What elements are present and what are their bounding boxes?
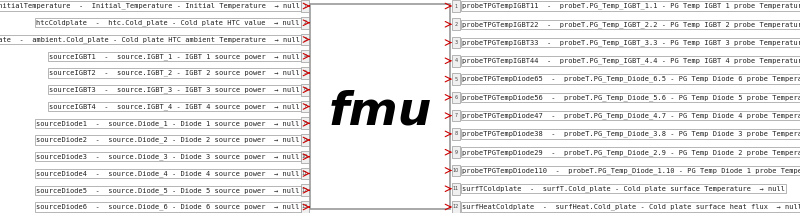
Bar	[452, 146, 460, 158]
Text: sourceDiode4  -  source.Diode_4 - Diode 4 source power  → null: sourceDiode4 - source.Diode_4 - Diode 4 …	[37, 170, 300, 177]
Text: 11: 11	[453, 186, 459, 191]
Text: probeTPGTempDiode38  -  probeT.PG_Temp_Diode_3.8 - PG Temp Diode 3 probe Tempera: probeTPGTempDiode38 - probeT.PG_Temp_Dio…	[462, 131, 800, 137]
Text: 9: 9	[454, 150, 458, 155]
Bar	[301, 101, 309, 112]
Bar	[301, 34, 309, 45]
Bar	[452, 55, 460, 67]
Bar	[301, 67, 309, 79]
Text: surfTColdplate  -  surfT.Cold_plate - Cold plate surface Temperature  → null: surfTColdplate - surfT.Cold_plate - Cold…	[462, 185, 785, 192]
Bar	[301, 0, 309, 12]
Text: probeTPGTempIGBT22  -  probeT.PG_Temp_IGBT_2.2 - PG Temp IGBT 2 probe Temperatur: probeTPGTempIGBT22 - probeT.PG_Temp_IGBT…	[462, 21, 800, 28]
Text: 12: 12	[302, 188, 308, 193]
Bar	[301, 168, 309, 179]
Bar	[301, 184, 309, 196]
Bar	[452, 19, 460, 30]
Text: probeTPGTempDiode29  -  probeT.PG_Temp_Diode_2.9 - PG Temp Diode 2 probe Tempera: probeTPGTempDiode29 - probeT.PG_Temp_Dio…	[462, 149, 800, 155]
Bar	[452, 128, 460, 140]
Text: 7: 7	[303, 104, 306, 109]
Text: 5: 5	[303, 71, 306, 75]
Text: 1: 1	[303, 3, 306, 9]
Text: InitialTemperature  -  Initial_Temperature - Initial Temperature  → null: InitialTemperature - Initial_Temperature…	[0, 3, 300, 9]
Text: 13: 13	[302, 204, 308, 210]
Text: 6: 6	[454, 95, 458, 100]
Bar	[301, 50, 309, 62]
Text: probeTPGTempDiode110  -  probeT.PG_Temp_Diode_1.10 - PG Temp Diode 1 probe Tempe: probeTPGTempDiode110 - probeT.PG_Temp_Di…	[462, 167, 800, 174]
Text: sourceDiode5  -  source.Diode_5 - Diode 5 source power  → null: sourceDiode5 - source.Diode_5 - Diode 5 …	[37, 187, 300, 194]
Text: probeTPGTempIGBT44  -  probeT.PG_Temp_IGBT_4.4 - PG Temp IGBT 4 probe Temperatur: probeTPGTempIGBT44 - probeT.PG_Temp_IGBT…	[462, 58, 800, 64]
Text: 11: 11	[302, 171, 308, 176]
Text: 3: 3	[303, 37, 306, 42]
Text: sourceDiode6  -  source.Diode_6 - Diode 6 source power  → null: sourceDiode6 - source.Diode_6 - Diode 6 …	[37, 204, 300, 210]
Bar	[452, 73, 460, 85]
Text: ambientColdplate  -  ambient.Cold_plate - Cold plate HTC ambient Temperature  → : ambientColdplate - ambient.Cold_plate - …	[0, 36, 300, 43]
Text: 2: 2	[303, 20, 306, 25]
Text: 9: 9	[303, 138, 306, 142]
Bar	[452, 110, 460, 121]
Bar	[452, 183, 460, 194]
Text: probeTPGTempIGBT11  -  probeT.PG_Temp_IGBT_1.1 - PG Temp IGBT 1 probe Temperatur: probeTPGTempIGBT11 - probeT.PG_Temp_IGBT…	[462, 3, 800, 9]
Text: 8: 8	[454, 131, 458, 136]
Text: probeTPGTempIGBT33  -  probeT.PG_Temp_IGBT_3.3 - PG Temp IGBT 3 probe Temperatur: probeTPGTempIGBT33 - probeT.PG_Temp_IGBT…	[462, 39, 800, 46]
Text: 10: 10	[302, 154, 308, 159]
Text: 5: 5	[454, 77, 458, 82]
Text: 7: 7	[454, 113, 458, 118]
Text: surfHeatColdplate  -  surfHeat.Cold_plate - Cold plate surface heat flux  → null: surfHeatColdplate - surfHeat.Cold_plate …	[462, 204, 800, 210]
Text: 12: 12	[453, 204, 459, 210]
Text: sourceIGBT1  -  source.IGBT_1 - IGBT 1 source power  → null: sourceIGBT1 - source.IGBT_1 - IGBT 1 sou…	[50, 53, 300, 60]
Text: probeTPGTempDiode56  -  probeT.PG_Temp_Diode_5.6 - PG Temp Diode 5 probe Tempera: probeTPGTempDiode56 - probeT.PG_Temp_Dio…	[462, 94, 800, 101]
Text: probeTPGTempDiode47  -  probeT.PG_Temp_Diode_4.7 - PG Temp Diode 4 probe Tempera: probeTPGTempDiode47 - probeT.PG_Temp_Dio…	[462, 112, 800, 119]
Text: probeTPGTempDiode65  -  probeT.PG_Temp_Diode_6.5 - PG Temp Diode 6 probe Tempera: probeTPGTempDiode65 - probeT.PG_Temp_Dio…	[462, 76, 800, 82]
Text: sourceDiode1  -  source.Diode_1 - Diode 1 source power  → null: sourceDiode1 - source.Diode_1 - Diode 1 …	[37, 120, 300, 127]
Text: 8: 8	[303, 121, 306, 126]
Bar	[301, 117, 309, 129]
Text: 2: 2	[454, 22, 458, 27]
Text: 4: 4	[303, 54, 306, 59]
Bar	[452, 37, 460, 48]
Bar	[452, 165, 460, 176]
Text: 3: 3	[454, 40, 458, 45]
Text: sourceIGBT2  -  source.IGBT_2 - IGBT 2 source power  → null: sourceIGBT2 - source.IGBT_2 - IGBT 2 sou…	[50, 70, 300, 76]
Text: htcColdplate  -  htc.Cold_plate - Cold plate HTC value  → null: htcColdplate - htc.Cold_plate - Cold pla…	[37, 19, 300, 26]
Bar	[301, 17, 309, 29]
Bar	[452, 0, 460, 12]
Bar	[452, 201, 460, 213]
Bar	[310, 4, 450, 209]
Bar	[301, 84, 309, 96]
Text: fmu: fmu	[328, 89, 432, 134]
Bar	[301, 201, 309, 213]
Text: sourceIGBT3  -  source.IGBT_3 - IGBT 3 source power  → null: sourceIGBT3 - source.IGBT_3 - IGBT 3 sou…	[50, 86, 300, 93]
Bar	[301, 151, 309, 163]
Text: 4: 4	[454, 58, 458, 63]
Text: sourceDiode3  -  source.Diode_3 - Diode 3 source power  → null: sourceDiode3 - source.Diode_3 - Diode 3 …	[37, 153, 300, 160]
Bar	[301, 134, 309, 146]
Text: sourceIGBT4  -  source.IGBT_4 - IGBT 4 source power  → null: sourceIGBT4 - source.IGBT_4 - IGBT 4 sou…	[50, 103, 300, 110]
Text: 1: 1	[454, 3, 458, 9]
Text: 10: 10	[453, 168, 459, 173]
Text: 6: 6	[303, 87, 306, 92]
Bar	[452, 92, 460, 103]
Text: sourceDiode2  -  source.Diode_2 - Diode 2 source power  → null: sourceDiode2 - source.Diode_2 - Diode 2 …	[37, 137, 300, 143]
